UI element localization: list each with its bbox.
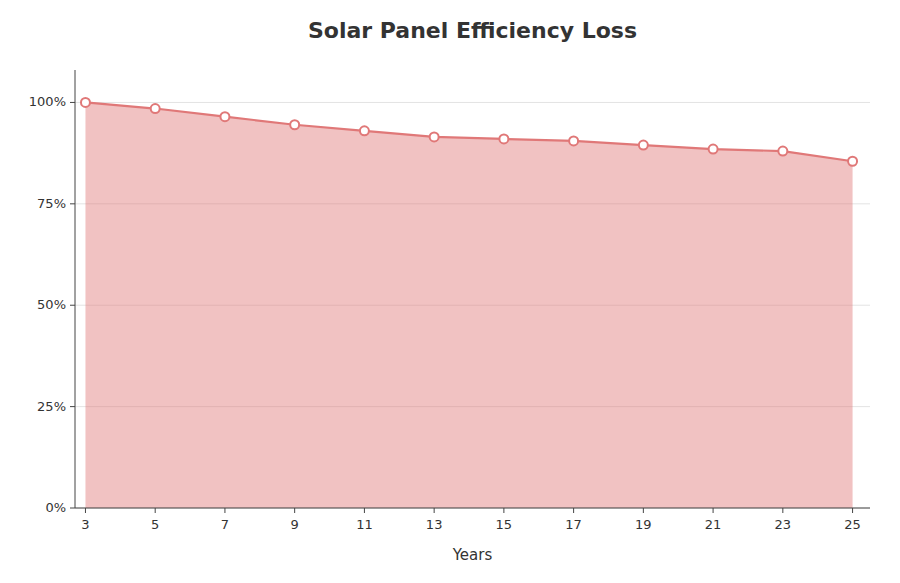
y-tick-label: 75% xyxy=(37,196,66,211)
x-tick-label: 23 xyxy=(775,517,792,532)
x-tick-label: 17 xyxy=(565,517,582,532)
x-tick-label: 25 xyxy=(844,517,861,532)
point xyxy=(151,104,160,113)
grid-line xyxy=(75,102,870,103)
grid xyxy=(75,102,870,508)
y-tick-label: 25% xyxy=(37,399,66,414)
point xyxy=(499,134,508,143)
y-tick xyxy=(70,508,75,509)
x-tick xyxy=(782,508,783,513)
x-tick xyxy=(503,508,504,513)
y-tick xyxy=(70,102,75,103)
y-tick xyxy=(70,406,75,407)
x-tick-label: 21 xyxy=(705,517,722,532)
x-tick xyxy=(852,508,853,513)
chart-svg: Solar Panel Efficiency Loss 0% 25% 50% 75% 10… xyxy=(0,0,900,583)
y-axis: 0% 25% 50% 75% 100% xyxy=(29,70,75,515)
x-tick-label: 15 xyxy=(496,517,513,532)
x-tick xyxy=(434,508,435,513)
y-tick-label: 0% xyxy=(45,500,66,515)
grid-line xyxy=(75,508,870,509)
x-tick-label: 11 xyxy=(356,517,373,532)
x-tick xyxy=(224,508,225,513)
y-axis-line xyxy=(75,70,76,508)
point xyxy=(360,126,369,135)
x-tick xyxy=(155,508,156,513)
x-tick xyxy=(364,508,365,513)
x-tick-label: 5 xyxy=(151,517,159,532)
x-tick-label: 19 xyxy=(635,517,652,532)
x-axis-line xyxy=(75,508,870,509)
x-tick xyxy=(713,508,714,513)
x-axis: 3 5 7 9 11 13 15 17 19 21 23 25 Years xyxy=(75,508,870,564)
y-tick xyxy=(70,305,75,306)
x-tick-label: 9 xyxy=(291,517,299,532)
y-tick-label: 50% xyxy=(37,297,66,312)
x-tick-label: 7 xyxy=(221,517,229,532)
point xyxy=(639,141,648,150)
point xyxy=(430,132,439,141)
point xyxy=(81,98,90,107)
title: Solar Panel Efficiency Loss xyxy=(308,18,637,43)
area xyxy=(85,102,852,508)
x-tick xyxy=(294,508,295,513)
x-tick xyxy=(643,508,644,513)
point xyxy=(569,136,578,145)
x-tick-label: 3 xyxy=(81,517,89,532)
x-tick-label: 13 xyxy=(426,517,443,532)
point xyxy=(290,120,299,129)
x-axis-label: Years xyxy=(452,546,493,564)
point xyxy=(848,157,857,166)
chart-container: Solar Panel Efficiency Loss 0% 25% 50% 75% 10… xyxy=(0,0,900,583)
y-tick xyxy=(70,203,75,204)
line xyxy=(85,102,852,161)
point xyxy=(709,145,718,154)
point xyxy=(778,147,787,156)
x-tick xyxy=(573,508,574,513)
x-tick xyxy=(85,508,86,513)
y-tick-label: 100% xyxy=(29,94,66,109)
plot-area xyxy=(81,98,857,508)
point xyxy=(220,112,229,121)
